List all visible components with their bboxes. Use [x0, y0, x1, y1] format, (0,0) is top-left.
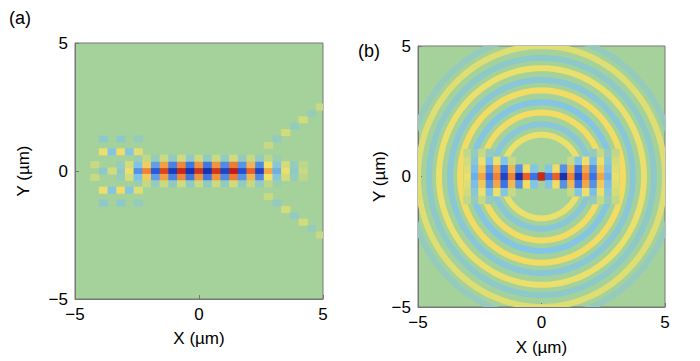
svg-text:5: 5: [402, 37, 411, 56]
svg-text:0: 0: [402, 167, 411, 186]
svg-text:(b): (b): [358, 41, 380, 61]
svg-text:Y (µm): Y (µm): [370, 151, 389, 202]
svg-text:0: 0: [194, 305, 203, 324]
svg-text:X (µm): X (µm): [173, 329, 224, 348]
svg-text:0: 0: [59, 162, 68, 181]
svg-text:0: 0: [537, 313, 546, 332]
svg-text:−5: −5: [65, 305, 84, 324]
svg-text:5: 5: [318, 305, 327, 324]
svg-text:X (µm): X (µm): [516, 338, 567, 357]
svg-text:(a): (a): [9, 8, 31, 28]
svg-text:−5: −5: [48, 289, 68, 309]
svg-text:−5: −5: [391, 297, 411, 317]
svg-text:Y (µm): Y (µm): [14, 145, 33, 196]
svg-text:−5: −5: [408, 313, 427, 332]
svg-text:5: 5: [59, 34, 68, 53]
svg-text:5: 5: [660, 313, 669, 332]
